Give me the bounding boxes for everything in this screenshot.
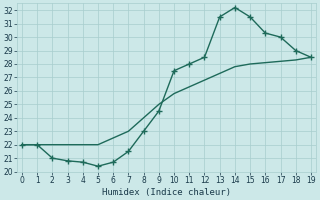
X-axis label: Humidex (Indice chaleur): Humidex (Indice chaleur) [102,188,231,197]
